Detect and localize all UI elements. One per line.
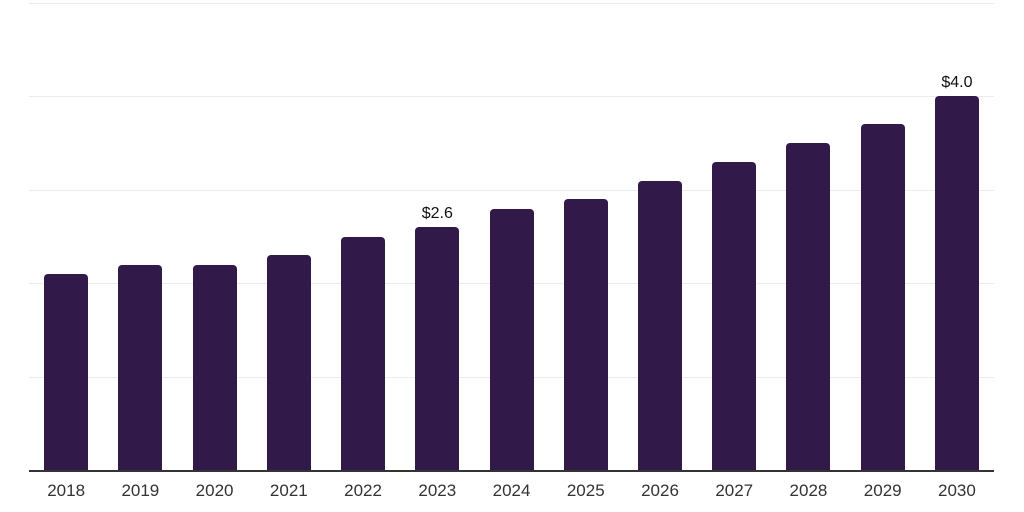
x-tick-label-2022: 2022 (344, 481, 382, 500)
x-tick-label-2028: 2028 (789, 481, 828, 500)
x-tick-label-2021: 2021 (269, 481, 308, 500)
bar-slot-2020 (177, 3, 251, 470)
bar-2024 (489, 208, 534, 470)
bar-2019 (118, 264, 163, 470)
x-tick-label-2024: 2024 (492, 481, 531, 500)
x-tick-label-2023: 2023 (418, 481, 457, 500)
data-label-2030: $4.0 (941, 74, 973, 92)
bars-container: $2.6 $4.0 (29, 3, 994, 470)
plot-area: $2.6 $4.0 (29, 3, 994, 472)
bar-2018 (44, 273, 89, 470)
x-tick-label-2025: 2025 (566, 481, 605, 500)
x-tick-label-2018: 2018 (47, 481, 86, 500)
bar-slot-2022 (326, 3, 400, 470)
x-tick-label-2027: 2027 (715, 481, 754, 500)
x-tick-label-2029: 2029 (863, 481, 902, 500)
bar-2023: $2.6 (415, 206, 460, 470)
bar-slot-2027 (697, 3, 771, 470)
x-tick-label-2020: 2020 (195, 481, 234, 500)
bar-slot-2029 (846, 3, 920, 470)
bar-2026 (637, 180, 682, 470)
bar-2025 (563, 199, 608, 470)
bar-2020 (192, 264, 237, 470)
x-axis-line (29, 470, 994, 472)
bar-slot-2021 (252, 3, 326, 470)
bar-2027 (712, 161, 757, 470)
bar-2021 (266, 255, 311, 470)
bar-2028 (786, 143, 831, 470)
x-tick-label-2019: 2019 (121, 481, 160, 500)
gridline-4 (29, 96, 994, 98)
bar-slot-2019 (103, 3, 177, 470)
bar-slot-2018 (29, 3, 103, 470)
x-tick-label-2030: 2030 (938, 481, 976, 500)
bar-slot-2030: $4.0 (920, 3, 994, 470)
bar-2030: $4.0 (934, 75, 979, 470)
bar-slot-2023: $2.6 (400, 3, 474, 470)
bar-slot-2025 (549, 3, 623, 470)
bar-slot-2026 (623, 3, 697, 470)
bar-2022 (341, 236, 386, 470)
gridline-5 (29, 3, 994, 4)
bar-2029 (860, 124, 905, 470)
x-axis-tick-labels: 2018 2019 2020 2021 2022 2023 2024 2025 2026 2027… (29, 481, 994, 501)
bar-slot-2024 (474, 3, 548, 470)
bar-slot-2028 (771, 3, 845, 470)
gridline-3 (29, 189, 994, 191)
data-label-2023: $2.6 (421, 205, 453, 223)
x-tick-label-2026: 2026 (641, 481, 679, 500)
